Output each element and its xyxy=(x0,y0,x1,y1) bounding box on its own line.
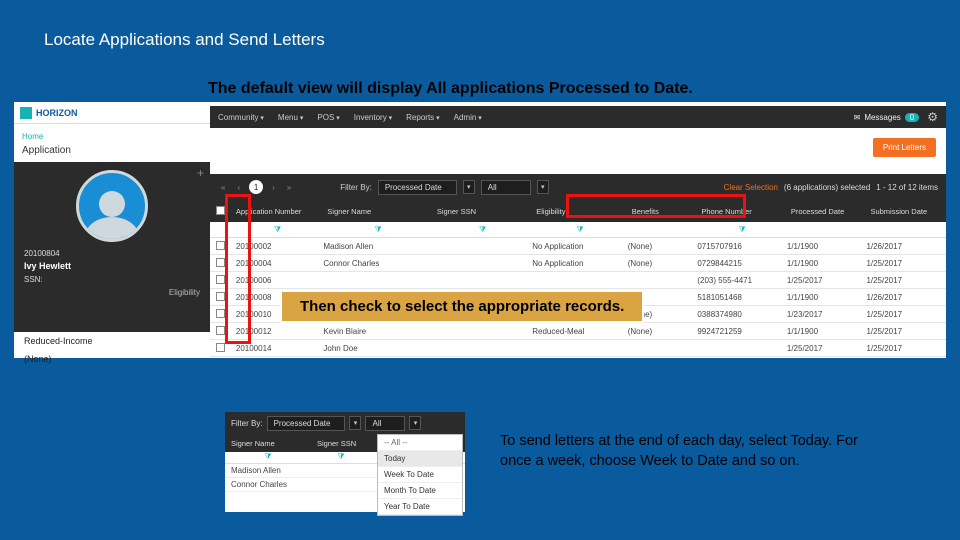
col-phone[interactable]: Phone Number xyxy=(697,207,787,216)
row-checkbox[interactable] xyxy=(216,275,225,284)
table-row[interactable]: 20100004Connor CharlesNo Application(Non… xyxy=(210,255,946,272)
messages-badge: 0 xyxy=(905,113,919,122)
dropdown-option[interactable]: Year To Date xyxy=(378,499,462,515)
table-row[interactable]: 20100014John Doe1/25/20171/25/2017 xyxy=(210,340,946,357)
callout-box: Then check to select the appropriate rec… xyxy=(280,290,644,323)
filter-by-label: Filter By: xyxy=(340,183,372,192)
row-checkbox[interactable] xyxy=(216,343,225,352)
col-eligibility[interactable]: Eligibility xyxy=(532,207,627,216)
funnel-icon[interactable]: ⧩ xyxy=(532,225,627,235)
clear-selection-link[interactable]: Clear Selection xyxy=(724,183,778,192)
body-text: To send letters at the end of each day, … xyxy=(500,432,860,471)
prev-page-icon[interactable]: ‹ xyxy=(234,183,243,192)
filter-range-select[interactable]: All xyxy=(481,180,531,195)
user-meta: 20100804 Ivy Hewlett SSN: xyxy=(14,248,210,286)
selection-count: (6 applications) selected xyxy=(784,183,870,192)
gear-icon[interactable]: ⚙ xyxy=(927,110,938,124)
table-row[interactable]: 20100002Madison AllenNo Application(None… xyxy=(210,238,946,255)
eligibility-label: Eligibility xyxy=(14,286,210,297)
brand-logo: HORIZON xyxy=(20,107,78,119)
col-benefits[interactable]: Benefits xyxy=(628,207,698,216)
item-range: 1 - 12 of 12 items xyxy=(876,183,938,192)
logo-mark-icon xyxy=(20,107,32,119)
slide-title: Locate Applications and Send Letters xyxy=(44,30,325,50)
table-row[interactable]: 20100006(203) 555-44711/25/20171/25/2017 xyxy=(210,272,946,289)
nav-menu[interactable]: Menu xyxy=(278,113,303,122)
messages-label: Messages xyxy=(864,113,900,122)
user-panel: + 20100804 Ivy Hewlett SSN: Eligibility xyxy=(14,162,210,332)
chevron-down-icon[interactable]: ▾ xyxy=(349,416,361,430)
funnel-icon[interactable]: ⧩ xyxy=(697,225,787,235)
breadcrumb[interactable]: Home xyxy=(14,128,210,145)
mini-col-ssn: Signer SSN xyxy=(311,439,371,448)
mini-toolbar: Filter By: Processed Date ▾ All ▾ xyxy=(225,412,465,434)
main-area: Print Letters « ‹ 1 › » Filter By: Proce… xyxy=(210,128,946,358)
chevron-down-icon[interactable]: ▾ xyxy=(409,416,421,430)
user-id: 20100804 xyxy=(24,248,200,260)
row-checkbox[interactable] xyxy=(216,292,225,301)
mini-filter-field-select[interactable]: Processed Date xyxy=(267,416,346,431)
col-processed[interactable]: Processed Date xyxy=(787,207,867,216)
table-header: Application Number Signer Name Signer SS… xyxy=(210,200,946,222)
dropdown-option[interactable]: Today xyxy=(378,451,462,467)
envelope-icon: ✉ xyxy=(854,113,861,122)
funnel-icon[interactable]: ⧩ xyxy=(323,225,432,235)
funnel-icon[interactable]: ⧩ xyxy=(225,452,311,463)
avatar xyxy=(76,170,148,242)
funnel-icon[interactable]: ⧩ xyxy=(232,225,324,235)
filter-field-select[interactable]: Processed Date xyxy=(378,180,457,195)
slide-subtitle: The default view will display All applic… xyxy=(208,80,693,98)
navbar: Community Menu POS Inventory Reports Adm… xyxy=(210,106,946,128)
dropdown-option[interactable]: Month To Date xyxy=(378,483,462,499)
nav-community[interactable]: Community xyxy=(218,113,264,122)
mini-filter-range-select[interactable]: All xyxy=(365,416,405,431)
mini-screenshot: Filter By: Processed Date ▾ All ▾ Signer… xyxy=(225,412,465,512)
mini-col-name: Signer Name xyxy=(225,439,311,448)
nav-reports[interactable]: Reports xyxy=(406,113,439,122)
nav-inventory[interactable]: Inventory xyxy=(354,113,392,122)
dropdown-option[interactable]: -- All -- xyxy=(378,435,462,451)
dropdown-option[interactable]: Week To Date xyxy=(378,467,462,483)
mini-filter-label: Filter By: xyxy=(231,419,263,428)
col-signer-ssn[interactable]: Signer SSN xyxy=(433,207,532,216)
col-submission[interactable]: Submission Date xyxy=(866,207,946,216)
user-hh: (None) xyxy=(14,350,210,368)
row-checkbox[interactable] xyxy=(216,241,225,250)
last-page-icon[interactable]: » xyxy=(284,183,294,192)
next-page-icon[interactable]: › xyxy=(269,183,278,192)
column-filter-row: ⧩ ⧩ ⧩ ⧩ ⧩ xyxy=(210,222,946,238)
sidebar: Home Application + 20100804 Ivy Hewlett … xyxy=(14,128,210,358)
col-app-number[interactable]: Application Number xyxy=(232,207,324,216)
messages-link[interactable]: ✉ Messages 0 xyxy=(854,113,920,122)
page-title: Application xyxy=(14,145,210,162)
page-number[interactable]: 1 xyxy=(249,180,263,194)
col-signer-name[interactable]: Signer Name xyxy=(323,207,432,216)
date-range-dropdown[interactable]: -- All -- Today Week To Date Month To Da… xyxy=(377,434,463,516)
chevron-down-icon[interactable]: ▾ xyxy=(463,180,475,194)
nav-pos[interactable]: POS xyxy=(317,113,339,122)
row-checkbox[interactable] xyxy=(216,309,225,318)
nav-admin[interactable]: Admin xyxy=(454,113,482,122)
toolbar: « ‹ 1 › » Filter By: Processed Date ▾ Al… xyxy=(210,174,946,200)
funnel-icon[interactable]: ⧩ xyxy=(311,452,371,463)
user-name: Ivy Hewlett xyxy=(24,261,71,271)
brand-text: HORIZON xyxy=(36,108,78,118)
user-ssn-label: SSN: xyxy=(24,274,200,286)
add-icon[interactable]: + xyxy=(197,166,204,180)
select-all-checkbox[interactable] xyxy=(210,206,232,217)
funnel-icon[interactable]: ⧩ xyxy=(433,225,532,235)
chevron-down-icon[interactable]: ▾ xyxy=(537,180,549,194)
row-checkbox[interactable] xyxy=(216,326,225,335)
print-letters-button[interactable]: Print Letters xyxy=(873,138,936,157)
row-checkbox[interactable] xyxy=(216,258,225,267)
first-page-icon[interactable]: « xyxy=(218,183,228,192)
table-row[interactable]: 20100012Kevin BlaireReduced-Meal(None)99… xyxy=(210,323,946,340)
user-elig: Reduced-Income xyxy=(14,332,210,350)
